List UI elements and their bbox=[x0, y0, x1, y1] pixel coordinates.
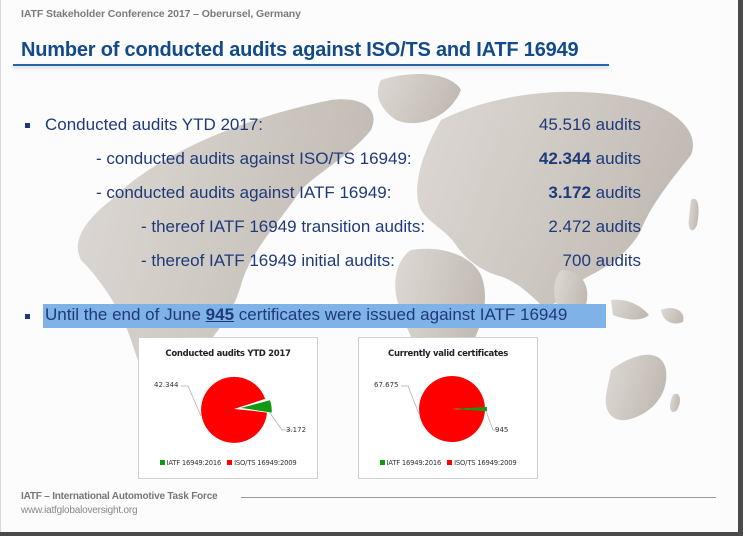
legend-swatch-green bbox=[159, 460, 165, 465]
legend-swatch-red bbox=[227, 460, 233, 465]
data-label-iatf: 3.172 bbox=[286, 426, 307, 434]
statement-prefix: Until the end of June bbox=[45, 305, 206, 324]
stat-label: - thereof IATF 16949 initial audits: bbox=[141, 251, 395, 270]
chart-title: Conducted audits YTD 2017 bbox=[165, 349, 291, 359]
pie-graphic bbox=[181, 376, 293, 443]
pie-chart-audits: Conducted audits YTD 2017 42.344 3.172 I… bbox=[138, 337, 318, 479]
conference-header: IATF Stakeholder Conference 2017 – Oberu… bbox=[21, 8, 301, 20]
pie-slice-iatf bbox=[238, 399, 273, 414]
stat-value: 2.472 audits bbox=[548, 217, 641, 237]
pie-chart-certificates: Currently valid certificates 67.675 945 … bbox=[358, 337, 538, 479]
stat-value: 45.516 audits bbox=[539, 115, 641, 135]
stat-value-text: 700 audits bbox=[562, 251, 641, 270]
legend-swatch-green bbox=[379, 460, 385, 465]
data-label-isots: 67.675 bbox=[374, 381, 399, 389]
legend-label: ISO/TS 16949:2009 bbox=[234, 459, 297, 467]
chart-title: Currently valid certificates bbox=[388, 349, 508, 359]
footer-url-link[interactable]: www.iatfglobaloversight.org bbox=[21, 505, 138, 516]
data-label-iatf: 945 bbox=[495, 426, 509, 434]
stat-label: - thereof IATF 16949 transition audits: bbox=[141, 217, 426, 236]
data-label-isots: 42.344 bbox=[154, 381, 179, 389]
stat-value: 3.172 audits bbox=[548, 183, 641, 203]
stat-label: Conducted audits YTD 2017: bbox=[45, 115, 263, 134]
text-selection-highlight[interactable] bbox=[43, 304, 606, 328]
footer-organization: IATF – International Automotive Task For… bbox=[21, 491, 218, 502]
scrollbar-track[interactable] bbox=[738, 0, 743, 536]
legend-label: IATF 16949:2016 bbox=[166, 459, 222, 467]
stat-label: - conducted audits against IATF 16949: bbox=[96, 183, 392, 202]
stat-value-bold: 42.344 bbox=[538, 149, 591, 168]
chart-legend: IATF 16949:2016 ISO/TS 16949:2009 bbox=[139, 459, 317, 467]
stat-value-bold: 3.172 bbox=[548, 183, 591, 202]
stat-value-text: 45.516 audits bbox=[538, 115, 641, 134]
chart-legend: IATF 16949:2016 ISO/TS 16949:2009 bbox=[359, 459, 537, 467]
pie-slice-iatf bbox=[454, 406, 487, 412]
bullet-icon bbox=[25, 314, 30, 319]
slide: IATF Stakeholder Conference 2017 – Oberu… bbox=[0, 0, 716, 532]
stat-value-text: audits bbox=[590, 149, 641, 168]
statement-suffix: certificates were issued against IATF 16… bbox=[234, 305, 568, 324]
title-underline bbox=[13, 64, 609, 66]
stat-value-text: 2.472 audits bbox=[548, 217, 641, 236]
stat-value: 700 audits bbox=[563, 251, 641, 271]
pie-slice-isots bbox=[419, 376, 485, 442]
stat-value: 42.344 audits bbox=[539, 149, 641, 169]
legend-label: ISO/TS 16949:2009 bbox=[454, 459, 517, 467]
page-title: Number of conducted audits against ISO/T… bbox=[21, 39, 579, 61]
legend-swatch-red bbox=[447, 460, 453, 465]
bullet-icon bbox=[25, 123, 30, 128]
footer-divider bbox=[241, 497, 716, 498]
pie-slice-isots bbox=[201, 376, 267, 443]
stat-value-text: audits bbox=[590, 183, 641, 202]
pie-graphic bbox=[401, 376, 499, 442]
statement-number: 945 bbox=[205, 305, 235, 324]
legend-label: IATF 16949:2016 bbox=[386, 459, 442, 467]
stat-label: - conducted audits against ISO/TS 16949: bbox=[96, 149, 412, 168]
window-bottom-border bbox=[0, 532, 743, 536]
vertical-scrollbar[interactable] bbox=[720, 0, 743, 536]
certificates-statement[interactable]: Until the end of June 945 certificates w… bbox=[45, 305, 567, 325]
